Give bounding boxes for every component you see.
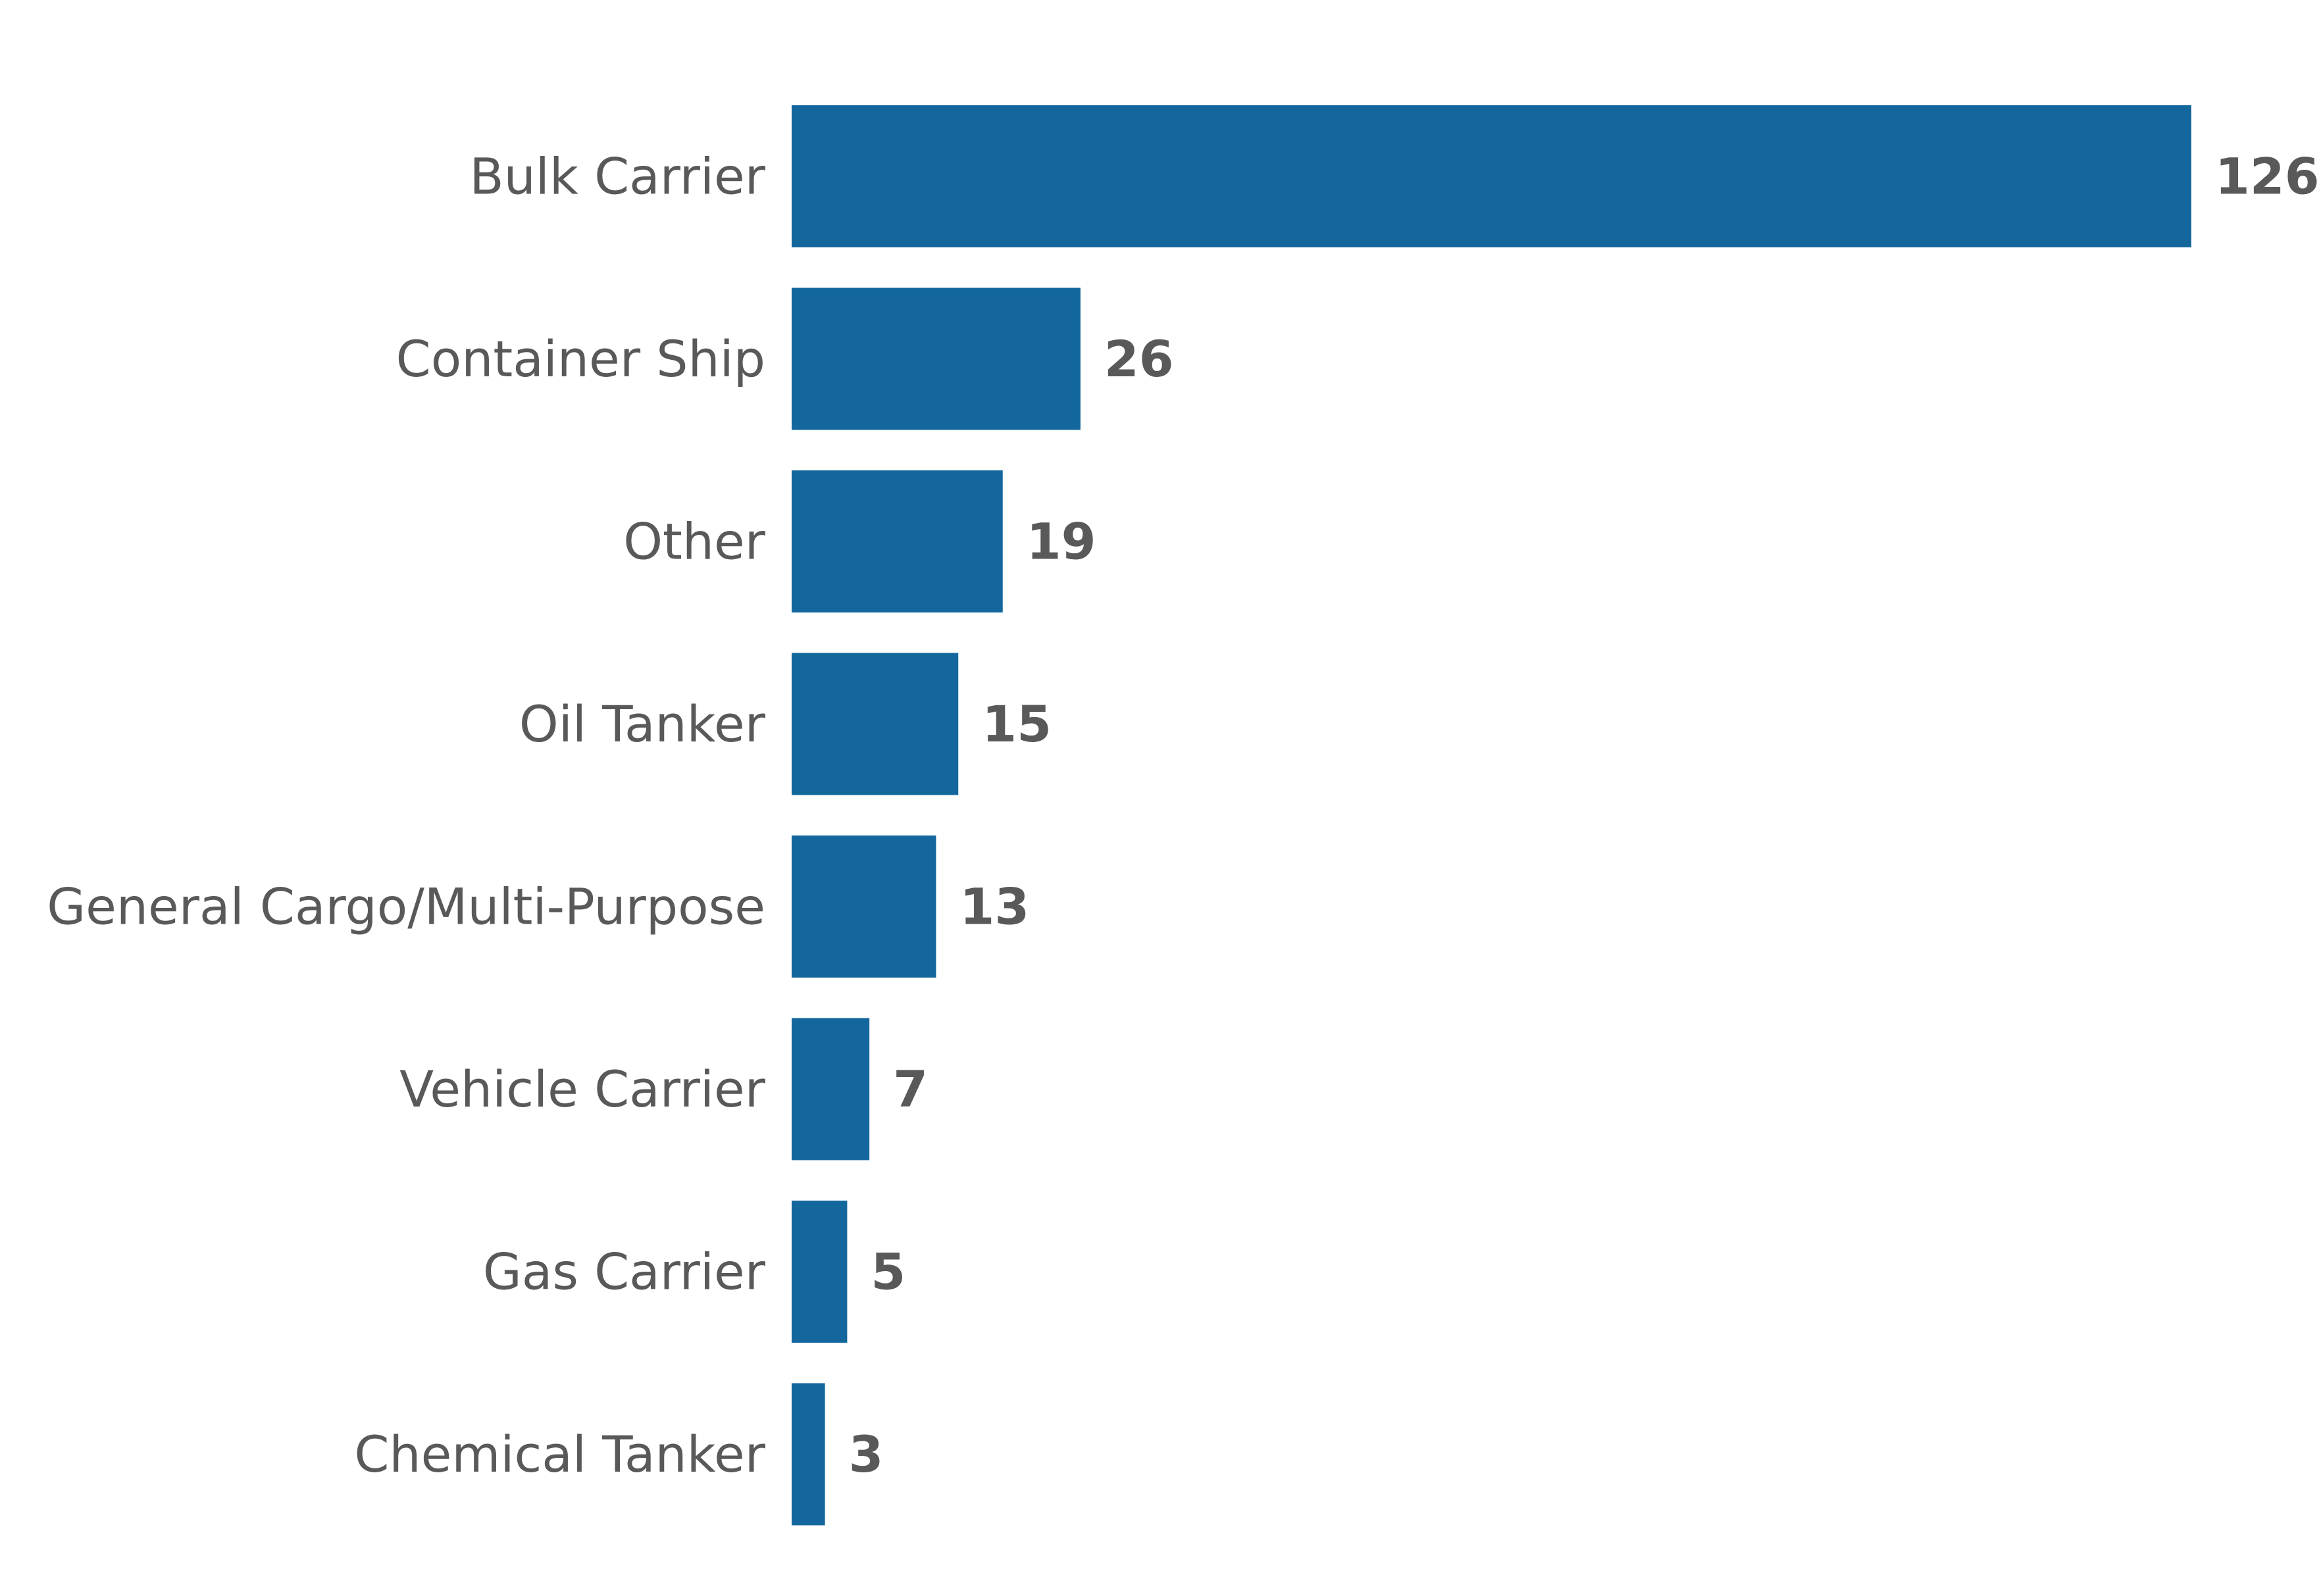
value-label-vehicle-carrier: 7 <box>893 1060 928 1118</box>
value-label-oil-tanker: 15 <box>982 695 1052 753</box>
bar-chemical-tanker <box>792 1383 825 1526</box>
value-label-container-ship: 26 <box>1104 330 1174 388</box>
bars-layer <box>792 105 2191 1526</box>
bar-container-ship <box>792 287 1081 430</box>
category-label-bulk-carrier: Bulk Carrier <box>469 147 765 206</box>
value-label-gas-carrier: 5 <box>871 1243 905 1301</box>
bar-other <box>792 470 1003 612</box>
category-label-other: Other <box>623 512 766 571</box>
category-label-chemical-tanker: Chemical Tanker <box>354 1425 765 1484</box>
value-label-chemical-tanker: 3 <box>849 1425 884 1484</box>
bar-vehicle-carrier <box>792 1018 870 1160</box>
value-label-general-cargo-multi-purpose: 13 <box>959 878 1029 936</box>
bar-oil-tanker <box>792 653 959 795</box>
category-label-general-cargo-multi-purpose: General Cargo/Multi-Purpose <box>47 878 765 936</box>
value-label-other: 19 <box>1027 512 1096 571</box>
bar-gas-carrier <box>792 1201 848 1343</box>
category-labels: Bulk Carrier Container Ship Other Oil Tanke… <box>47 147 766 1484</box>
value-label-bulk-carrier: 126 <box>2215 147 2319 206</box>
category-label-gas-carrier: Gas Carrier <box>483 1243 766 1301</box>
bar-bulk-carrier <box>792 105 2191 247</box>
bar-general-cargo-multi-purpose <box>792 835 936 978</box>
category-label-oil-tanker: Oil Tanker <box>519 695 766 753</box>
category-label-container-ship: Container Ship <box>396 330 765 388</box>
value-labels: 126 26 19 15 13 7 5 3 <box>849 147 2319 1484</box>
category-label-vehicle-carrier: Vehicle Carrier <box>399 1060 766 1118</box>
